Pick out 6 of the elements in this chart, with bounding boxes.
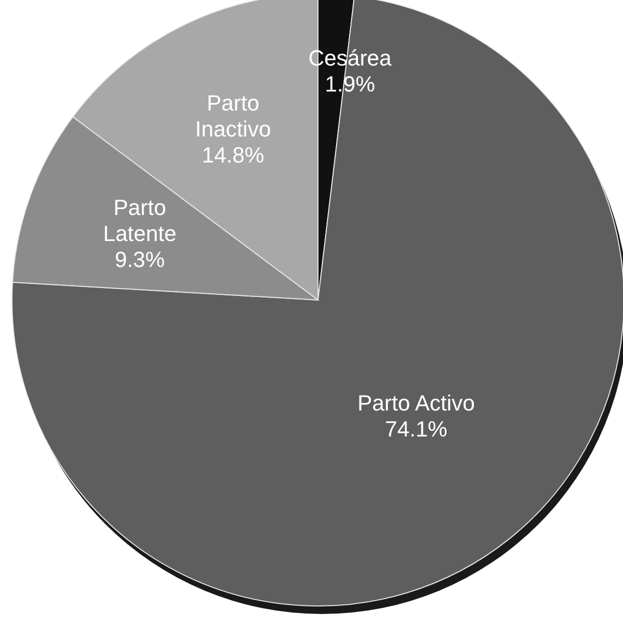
slice-label: Parto Activo xyxy=(357,390,475,416)
slice-label: Parto Inactivo xyxy=(195,90,271,142)
data-label: 14.8% xyxy=(202,142,264,168)
data-label: 9.3% xyxy=(114,246,165,272)
data-label: 74.1% xyxy=(384,416,448,442)
slice-label: Parto Latente xyxy=(103,194,176,246)
